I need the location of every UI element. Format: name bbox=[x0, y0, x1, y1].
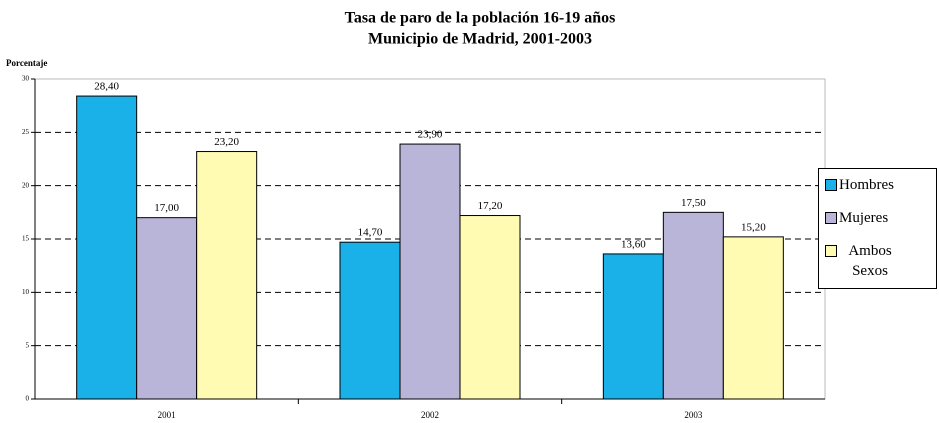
y-tick-label: 25 bbox=[22, 128, 30, 136]
bar bbox=[76, 95, 138, 400]
legend-item: Hombres bbox=[825, 175, 929, 195]
bar bbox=[662, 211, 724, 400]
bar bbox=[339, 241, 401, 400]
y-tick-label: 5 bbox=[26, 341, 30, 349]
value-label: 13,60 bbox=[621, 238, 646, 250]
value-label: 17,00 bbox=[154, 202, 179, 214]
bar bbox=[602, 253, 664, 400]
y-tick-label: 15 bbox=[22, 235, 30, 243]
bar bbox=[136, 217, 198, 400]
bar bbox=[399, 143, 461, 400]
bar bbox=[459, 215, 521, 400]
value-label: 23,90 bbox=[418, 129, 443, 141]
value-label: 23,20 bbox=[214, 136, 239, 148]
y-tick-label: 20 bbox=[22, 181, 30, 189]
x-tick-label: 2002 bbox=[421, 410, 439, 420]
chart-subtitle: Municipio de Madrid, 2001-2003 bbox=[368, 31, 592, 48]
y-tick-label: 30 bbox=[22, 75, 30, 83]
legend-swatch bbox=[825, 179, 837, 191]
value-label: 15,20 bbox=[741, 221, 766, 233]
x-tick-label: 2003 bbox=[684, 410, 703, 420]
y-axis-label: Porcentaje bbox=[6, 58, 47, 68]
bar bbox=[196, 151, 258, 400]
y-tick-label: 0 bbox=[26, 395, 30, 403]
legend-swatch bbox=[825, 212, 837, 224]
x-tick-label: 2001 bbox=[158, 410, 176, 420]
chart-title: Tasa de paro de la población 16-19 años bbox=[345, 10, 616, 27]
y-tick-label: 10 bbox=[22, 288, 30, 296]
value-label: 17,50 bbox=[681, 197, 706, 209]
bar bbox=[722, 236, 784, 400]
value-label: 14,70 bbox=[358, 227, 383, 239]
legend-item: Ambos Sexos bbox=[825, 241, 901, 281]
legend-item: Mujeres bbox=[825, 208, 929, 228]
legend-label: Mujeres bbox=[839, 210, 889, 226]
legend-label: Ambos Sexos bbox=[848, 243, 892, 279]
value-label: 17,20 bbox=[478, 200, 503, 212]
legend: Hombres Mujeres Ambos Sexos bbox=[818, 168, 937, 289]
value-label: 28,40 bbox=[94, 81, 119, 93]
legend-label: Hombres bbox=[839, 177, 894, 193]
legend-swatch bbox=[825, 245, 837, 257]
